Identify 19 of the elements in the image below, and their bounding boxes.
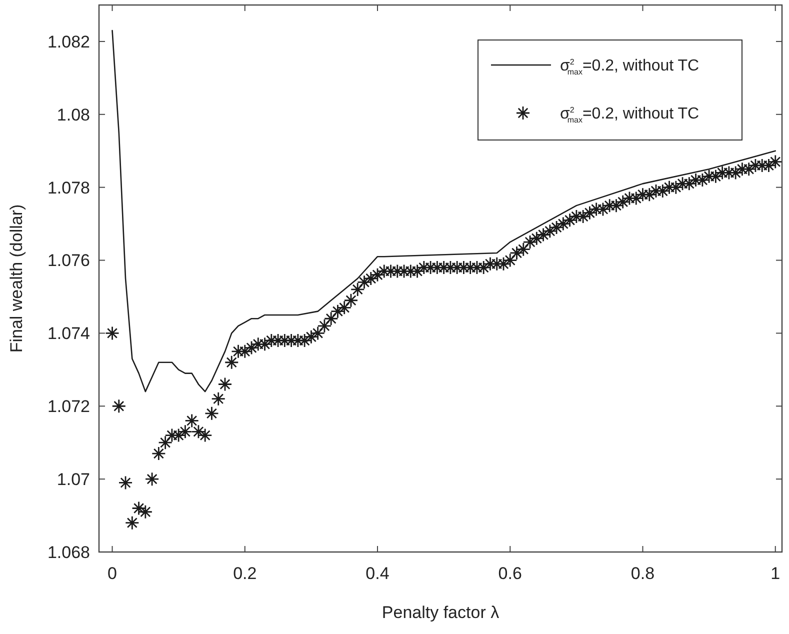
x-axis-title: Penalty factor λ: [382, 603, 500, 622]
y-tick-label: 1.08: [56, 105, 90, 124]
y-tick-label: 1.074: [47, 324, 90, 344]
x-tick-label: 0: [108, 564, 117, 583]
y-axis-title: Final wealth (dollar): [7, 204, 26, 353]
y-tick-label: 1.082: [47, 32, 90, 52]
y-tick-label: 1.078: [47, 178, 90, 198]
line-series: [112, 30, 776, 392]
x-tick-label: 0.8: [630, 564, 655, 583]
legend-label: σ$^{2}$$_{max}$=0.2, without TC: [560, 58, 700, 77]
y-tick-label: 1.07: [56, 470, 90, 490]
y-tick-label: 1.068: [47, 542, 90, 562]
x-tick-label: 0.6: [498, 564, 522, 583]
x-tick-label: 0.4: [366, 564, 390, 583]
y-tick-label: 1.076: [47, 251, 90, 270]
legend-label: σ$^{2}$$_{max}$=0.2, without TC: [560, 106, 700, 125]
y-tick-label: 1.072: [47, 397, 90, 416]
x-tick-label: 1: [770, 564, 780, 583]
x-tick-label: 0.2: [233, 564, 257, 583]
